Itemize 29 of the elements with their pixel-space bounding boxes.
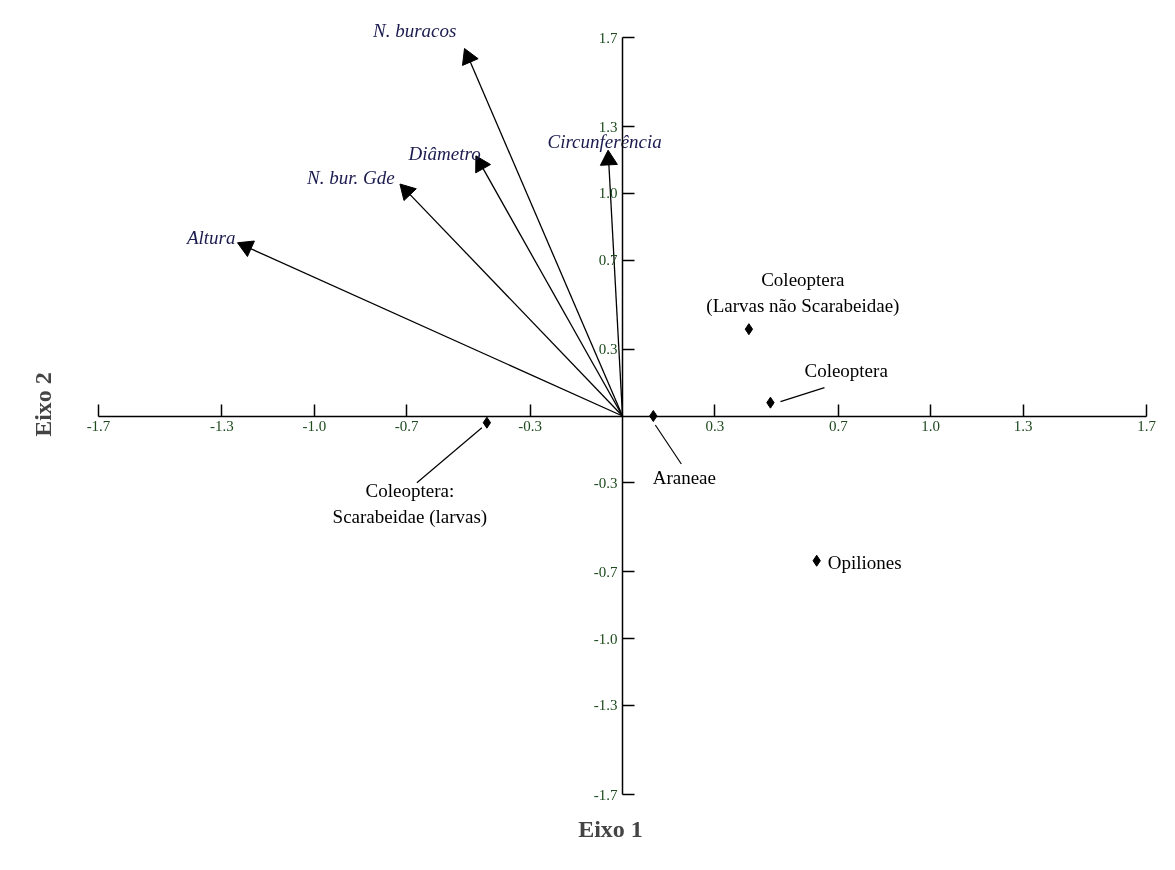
y-tick-label: 1.3 <box>598 118 618 135</box>
series-label: N. bur. Gde <box>306 166 395 188</box>
y-tick-label: -1.3 <box>593 697 618 714</box>
x-tick-label: -0.7 <box>394 418 420 434</box>
x-axis-title: Eixo 1 <box>578 815 643 842</box>
x-tick-label: -1.3 <box>209 418 234 434</box>
series-label: Diâmetro <box>407 142 481 164</box>
y-tick-label: 1.7 <box>598 29 618 46</box>
x-tick-label: -1.0 <box>302 418 327 434</box>
annotation: Araneae <box>652 466 716 488</box>
y-tick-label: -1.0 <box>593 630 618 647</box>
x-tick-label: 1.3 <box>1013 418 1033 434</box>
y-tick-label: -1.7 <box>593 786 618 803</box>
x-tick-label: 0.7 <box>828 418 849 434</box>
x-tick-label: -1.7 <box>86 418 111 434</box>
x-tick-label: 0.3 <box>705 418 725 434</box>
x-tick-label: 1.0 <box>921 418 941 434</box>
y-tick-label: 0.3 <box>598 341 618 358</box>
x-tick-label: 1.7 <box>1137 418 1157 434</box>
annotation: Coleoptera: Scarabeidae (larvas) <box>332 479 488 528</box>
annotation: Coleoptera <box>804 360 889 382</box>
y-tick-label: -0.7 <box>593 563 618 580</box>
y-tick-label: -0.3 <box>593 474 618 491</box>
series-label: N. buracos <box>371 20 457 42</box>
annotation: Opiliones <box>827 552 902 574</box>
series-label: Altura <box>184 227 236 249</box>
x-tick-label: -0.3 <box>518 418 542 434</box>
y-axis-title: Eixo 2 <box>29 372 56 437</box>
annotation: Coleoptera (Larvas não Scarabeidae) <box>706 268 900 318</box>
